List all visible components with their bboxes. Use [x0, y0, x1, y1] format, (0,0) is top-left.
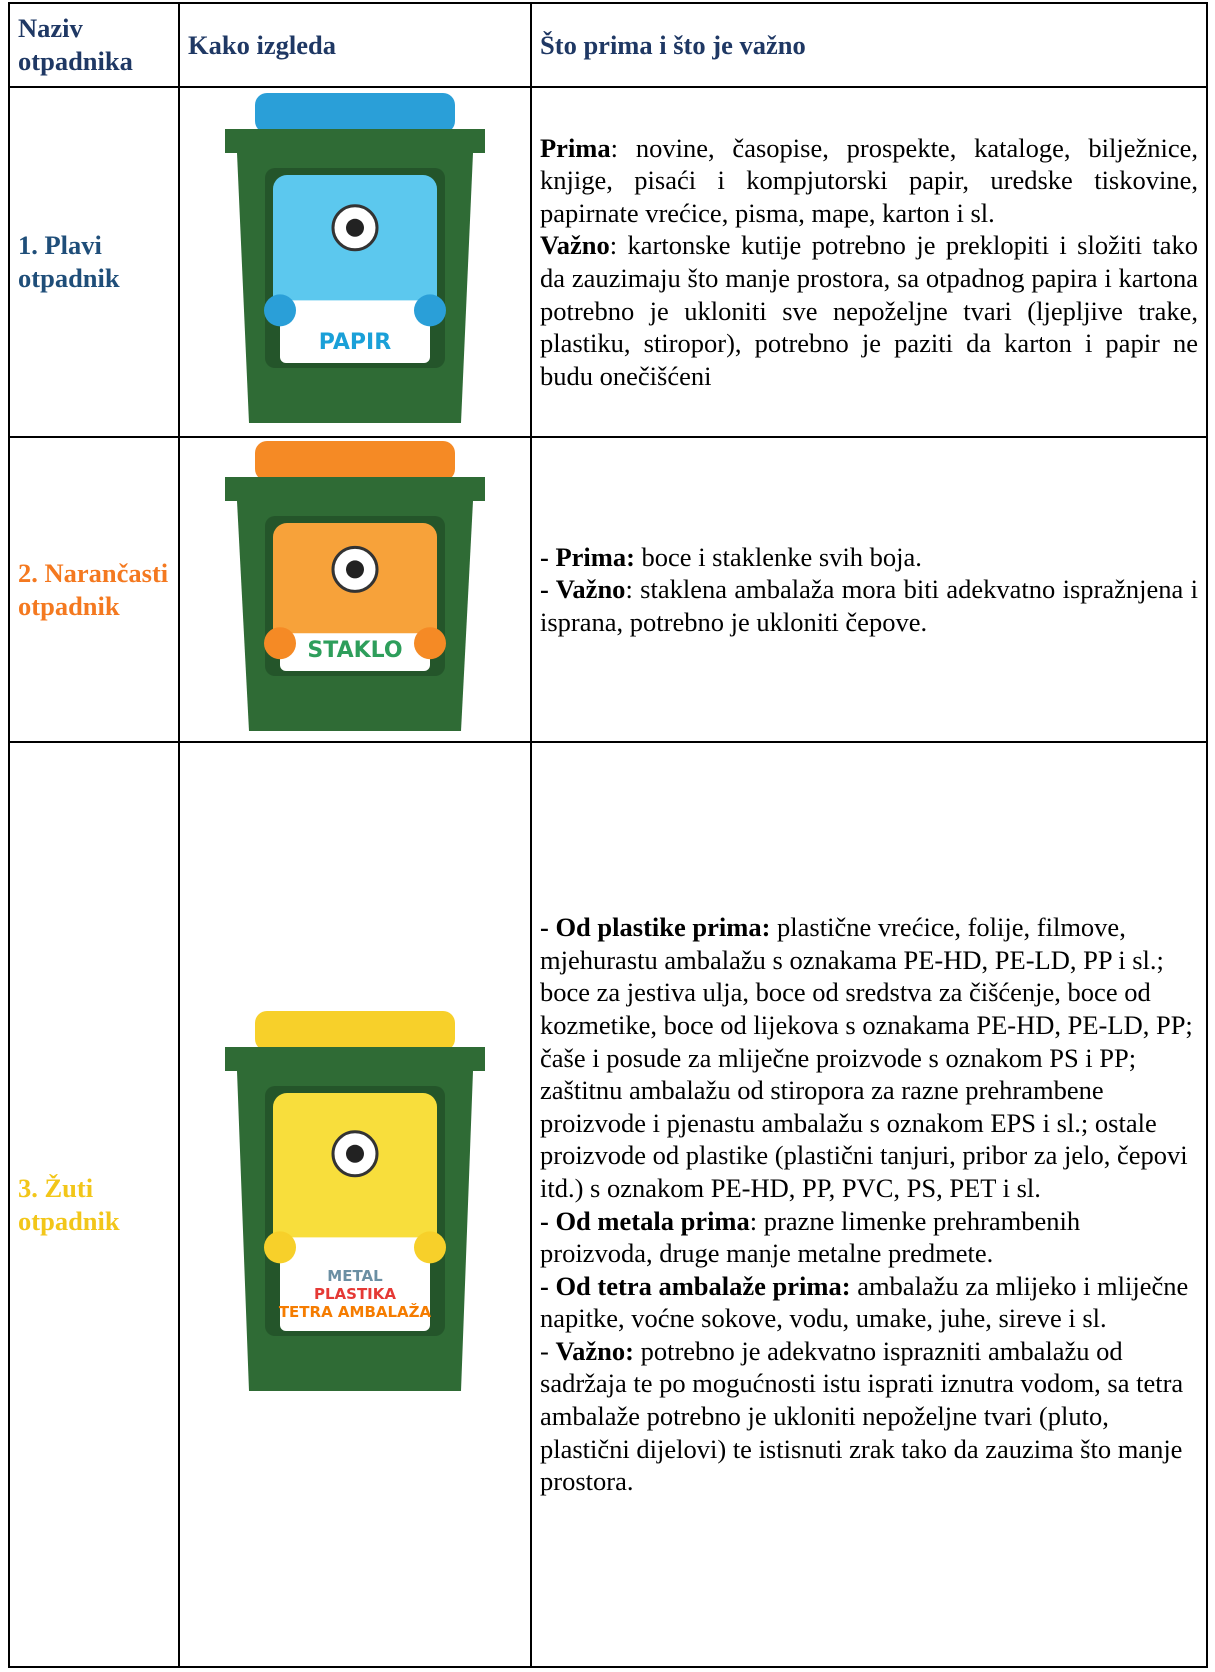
sign	[280, 1237, 430, 1331]
paragraph: - Važno: potrebno je adekvatno ispraznit…	[540, 1335, 1198, 1498]
paragraph: Važno: kartonske kutije potrebno je prek…	[540, 229, 1198, 392]
text: potrebno je adekvatno isprazniti ambalaž…	[540, 1335, 1184, 1497]
bin-name: 1. Plavi otpadnik	[8, 86, 180, 438]
hand	[264, 294, 296, 327]
table-row: 2. Narančasti otpadnik STAKLO - Prima: boc…	[8, 436, 1208, 743]
hand	[264, 626, 296, 659]
table-row: 3. Žuti otpadnik METAL PLASTIKA TETRA AMBAL…	[8, 741, 1208, 1668]
table-row: 1. Plavi otpadnik PAPIR Prima: novine, čas…	[8, 86, 1208, 438]
text: : staklena ambalaža mora biti adekvatno …	[540, 574, 1198, 637]
hand	[414, 626, 446, 659]
bin-description: - Od plastike prima: plastične vrećice, …	[530, 741, 1208, 1668]
header-row: Naziv otpadnika Kako izgleda Što prima i…	[8, 2, 1208, 88]
text: -	[540, 1335, 556, 1366]
pupil	[346, 1144, 364, 1163]
bold-text: - Od metala prima	[540, 1205, 750, 1236]
sign-label: PLASTIKA	[314, 1285, 396, 1303]
bold-text: Prima	[540, 132, 611, 163]
bin-description: Prima: novine, časopise, prospekte, kata…	[530, 86, 1208, 438]
bin-rim	[225, 129, 485, 154]
paragraph: - Od tetra ambalaže prima: ambalažu za m…	[540, 1270, 1198, 1335]
hand	[414, 294, 446, 327]
bin-description: - Prima: boce i staklenke svih boja. - Va…	[530, 436, 1208, 743]
bin-lid	[255, 1010, 455, 1051]
bin-name: 3. Žuti otpadnik	[8, 741, 180, 1668]
sign-label: TETRA AMBALAŽA	[279, 1302, 432, 1321]
bold-text: - Prima:	[540, 541, 635, 572]
bold-text: - Važno	[540, 574, 626, 605]
paragraph: - Važno: staklena ambalaža mora biti ade…	[540, 573, 1198, 638]
bin-rim	[225, 1046, 485, 1071]
bin-image-cell: PAPIR	[178, 86, 532, 438]
sign	[280, 300, 430, 364]
pupil	[346, 560, 364, 579]
sign-label: METAL	[327, 1267, 383, 1285]
text: ambalažu za mlijeko i mliječne napitke, …	[540, 1270, 1189, 1334]
bins-table: Naziv otpadnika Kako izgleda Što prima i…	[8, 2, 1208, 1668]
text: boce i staklenke svih boja.	[634, 541, 922, 572]
bin-image-cell: STAKLO	[178, 436, 532, 743]
sign-label: PAPIR	[319, 330, 391, 355]
header-cell: Kako izgleda	[178, 2, 532, 88]
bin-image-cell: METAL PLASTIKA TETRA AMBALAŽA	[178, 741, 532, 1668]
bin-lid	[255, 93, 455, 134]
text: : prazne limenke prehrambenih proizvoda,…	[540, 1205, 1081, 1269]
text: : novine, časopise, prospekte, kataloge,…	[540, 132, 1198, 228]
bold-text: - Od tetra ambalaže prima:	[540, 1270, 851, 1301]
pupil	[346, 219, 364, 238]
hand	[264, 1231, 296, 1264]
text: plastične vrećice, folije, filmove, mjeh…	[540, 912, 1193, 1203]
bin-lid	[255, 440, 455, 481]
paragraph: - Od plastike prima: plastične vrećice, …	[540, 911, 1198, 1204]
bold-text: Važno	[540, 230, 610, 261]
hand	[414, 1231, 446, 1264]
bin-illustration: STAKLO	[225, 440, 485, 731]
paragraph: - Prima: boce i staklenke svih boja.	[540, 541, 1198, 574]
header-cell: Naziv otpadnika	[8, 2, 180, 88]
bin-rim	[225, 476, 485, 501]
text: : kartonske kutije potrebno je preklopit…	[540, 230, 1198, 391]
header-cell: Što prima i što je važno	[530, 2, 1208, 88]
paragraph: - Od metala prima: prazne limenke prehra…	[540, 1205, 1198, 1270]
bold-text: Važno:	[555, 1335, 634, 1366]
bold-text: - Od plastike prima:	[540, 912, 771, 943]
bin-illustration: PAPIR	[225, 93, 485, 424]
sign	[280, 632, 430, 671]
sign-label: STAKLO	[307, 638, 402, 663]
bin-name: 2. Narančasti otpadnik	[8, 436, 180, 743]
paragraph: Prima: novine, časopise, prospekte, kata…	[540, 132, 1198, 230]
